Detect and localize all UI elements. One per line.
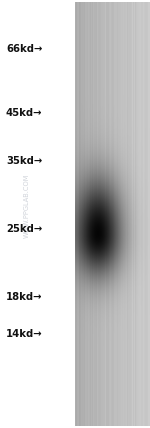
Text: 25kd→: 25kd→	[6, 224, 42, 234]
Text: 45kd→: 45kd→	[6, 108, 42, 119]
Bar	[0, 0, 76, 428]
Text: 35kd→: 35kd→	[6, 155, 42, 166]
Text: 18kd→: 18kd→	[6, 292, 42, 303]
Text: WWW.PPGLAB.COM: WWW.PPGLAB.COM	[24, 173, 30, 238]
Text: 14kd→: 14kd→	[6, 329, 43, 339]
Text: 66kd→: 66kd→	[6, 44, 42, 54]
